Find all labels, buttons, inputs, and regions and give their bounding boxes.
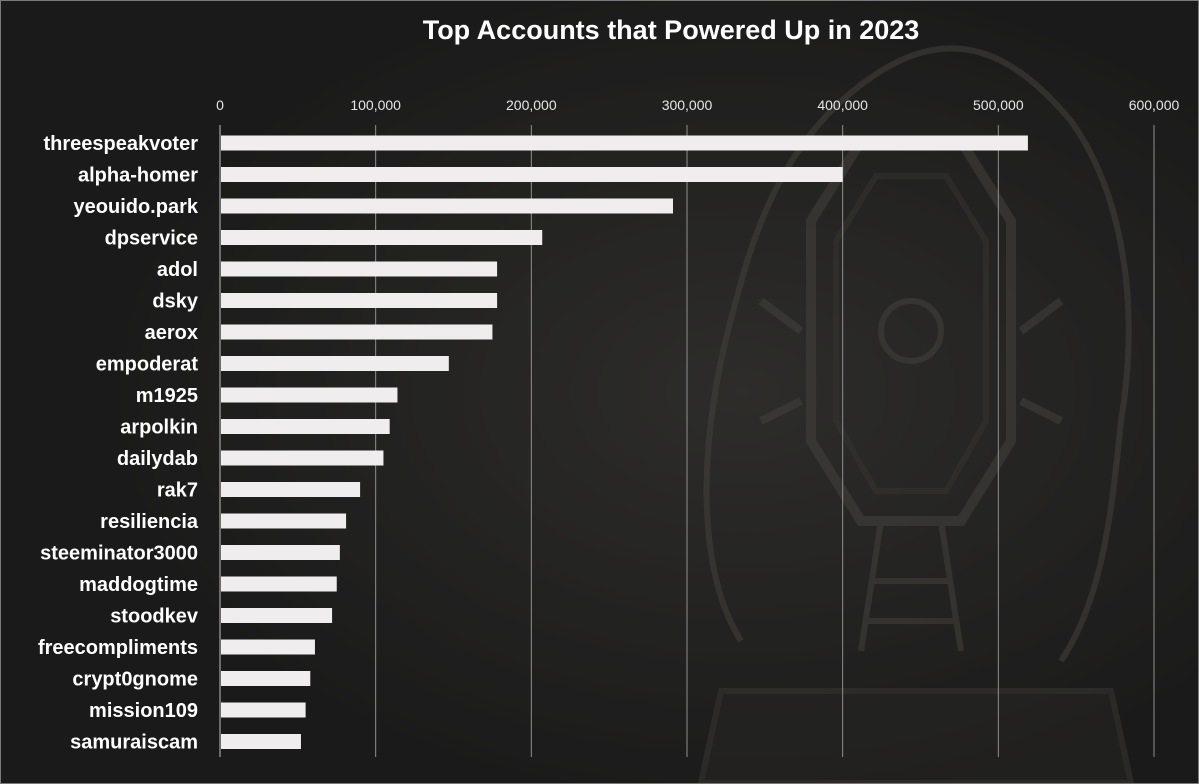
bars — [221, 135, 1028, 749]
bar-steeminator3000 — [221, 545, 340, 560]
gridlines — [375, 125, 1155, 757]
bar-maddogtime — [221, 576, 337, 592]
category-label: empoderat — [96, 354, 199, 376]
bar-dpservice — [221, 230, 543, 245]
category-label: dailydab — [117, 448, 198, 470]
bar-aerox — [221, 324, 493, 340]
bar-freecompliments — [221, 639, 315, 655]
category-label: dpservice — [105, 228, 198, 250]
x-tick-label: 200,000 — [506, 97, 557, 113]
category-label: mission109 — [89, 700, 198, 722]
bar-mission109 — [221, 702, 306, 718]
category-label: maddogtime — [79, 574, 198, 596]
bar-samuraiscam — [221, 734, 301, 749]
bar-yeouido.park — [221, 198, 673, 214]
bar-alpha-homer — [221, 167, 843, 182]
category-label: samuraiscam — [70, 732, 198, 754]
category-label: dsky — [152, 291, 198, 313]
category-label: yeouido.park — [74, 196, 199, 218]
chart-title: Top Accounts that Powered Up in 2023 — [422, 15, 920, 45]
x-tick-label: 0 — [216, 97, 224, 113]
bar-adol — [221, 261, 498, 277]
category-label: m1925 — [136, 385, 198, 407]
bar-resiliencia — [221, 513, 347, 529]
category-label: arpolkin — [120, 417, 198, 439]
bar-threespeakvoter — [221, 135, 1028, 151]
bar-dailydab — [221, 450, 384, 466]
category-labels: threespeakvoter alpha-homer yeouido.park dp… — [38, 133, 199, 754]
category-label: rak7 — [157, 480, 198, 502]
bar-empoderat — [221, 356, 449, 371]
category-label: stoodkev — [110, 606, 199, 628]
category-label: crypt0gnome — [72, 669, 198, 691]
x-tick-label: 600,000 — [1129, 97, 1180, 113]
x-tick-label: 100,000 — [350, 97, 401, 113]
category-label: threespeakvoter — [43, 133, 198, 155]
category-label: adol — [157, 259, 198, 281]
category-label: steeminator3000 — [40, 543, 198, 565]
x-tick-label: 300,000 — [662, 97, 713, 113]
x-axis-tick-labels: 0 100,000 200,000 300,000 400,000 500,000 600,… — [216, 97, 1179, 113]
bar-crypt0gnome — [221, 671, 311, 686]
bar-arpolkin — [221, 419, 390, 434]
bar-m1925 — [221, 387, 398, 403]
category-label: aerox — [145, 322, 198, 344]
bar-stoodkev — [221, 608, 333, 623]
bar-dsky — [221, 293, 498, 308]
x-tick-label: 500,000 — [973, 97, 1024, 113]
category-label: resiliencia — [100, 511, 199, 533]
bar-rak7 — [221, 482, 361, 497]
category-label: freecompliments — [38, 637, 198, 659]
category-label: alpha-homer — [78, 165, 198, 187]
x-tick-label: 400,000 — [817, 97, 868, 113]
